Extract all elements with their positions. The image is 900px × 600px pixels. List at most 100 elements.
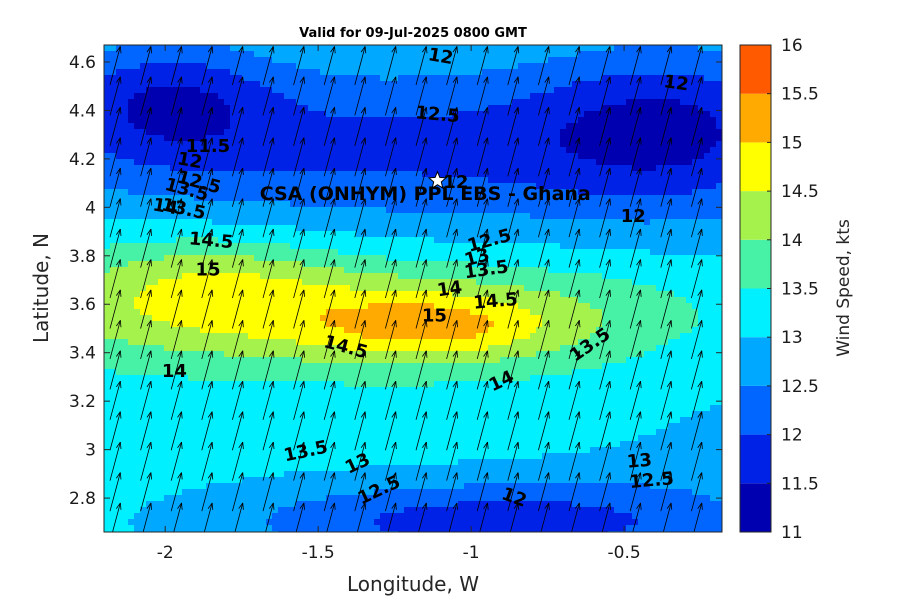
contour-cell (380, 225, 387, 232)
contour-cell (320, 297, 327, 304)
contour-cell (212, 309, 219, 316)
contour-cell (320, 123, 327, 130)
contour-cell (374, 201, 381, 208)
contour-cell (152, 141, 159, 148)
contour-cell (440, 435, 447, 442)
contour-cell (140, 57, 147, 64)
contour-cell (182, 465, 189, 472)
contour-cell (404, 423, 411, 430)
contour-cell (416, 111, 423, 118)
contour-cell (344, 225, 351, 232)
contour-cell (320, 63, 327, 70)
contour-cell (254, 189, 261, 196)
contour-cell (344, 525, 351, 532)
contour-cell (128, 135, 135, 142)
contour-cell (440, 225, 447, 232)
contour-cell (344, 243, 351, 250)
contour-cell (314, 465, 321, 472)
contour-cell (134, 279, 141, 286)
contour-cell (122, 405, 129, 412)
contour-cell (320, 141, 327, 148)
contour-cell (464, 315, 471, 322)
contour-cell (314, 207, 321, 214)
contour-cell (416, 297, 423, 304)
contour-cell (350, 381, 357, 388)
contour-cell (254, 213, 261, 220)
contour-cell (332, 393, 339, 400)
contour-cell (320, 207, 327, 214)
contour-cell (152, 213, 159, 220)
contour-cell (158, 135, 165, 142)
contour-cell (314, 441, 321, 448)
contour-cell (374, 81, 381, 88)
contour-cell (458, 267, 465, 274)
contour-cell (452, 363, 459, 370)
contour-cell (332, 285, 339, 292)
contour-cell (314, 477, 321, 484)
contour-cell (260, 117, 267, 124)
contour-cell (194, 111, 201, 118)
contour-cell (224, 381, 231, 388)
contour-cell (200, 399, 207, 406)
contour-cell (362, 111, 369, 118)
contour-cell (386, 435, 393, 442)
contour-cell (188, 447, 195, 454)
contour-cell (140, 165, 147, 172)
contour-cell (200, 255, 207, 262)
contour-cell (152, 93, 159, 100)
contour-cell (320, 291, 327, 298)
contour-cell (416, 381, 423, 388)
contour-cell (350, 51, 357, 58)
contour-cell (350, 459, 357, 466)
contour-cell (122, 261, 129, 268)
contour-cell (170, 51, 177, 58)
contour-cell (128, 75, 135, 82)
contour-cell (308, 513, 315, 520)
contour-cell (104, 297, 111, 304)
contour-cell (308, 345, 315, 352)
contour-cell (224, 177, 231, 184)
contour-cell (464, 135, 471, 142)
contour-cell (440, 285, 447, 292)
contour-cell (200, 297, 207, 304)
contour-cell (404, 87, 411, 94)
contour-cell (302, 279, 309, 286)
contour-cell (416, 411, 423, 418)
contour-cell (308, 333, 315, 340)
contour-cell (260, 381, 267, 388)
contour-cell (356, 273, 363, 280)
contour-cell (446, 63, 453, 70)
contour-cell (326, 141, 333, 148)
contour-cell (146, 123, 153, 130)
contour-cell (248, 369, 255, 376)
contour-cell (212, 159, 219, 166)
contour-cell (290, 465, 297, 472)
contour-cell (128, 201, 135, 208)
contour-cell (158, 75, 165, 82)
contour-cell (290, 369, 297, 376)
contour-cell (110, 141, 117, 148)
contour-cell (338, 219, 345, 226)
contour-cell (176, 453, 183, 460)
contour-cell (464, 345, 471, 352)
contour-cell (146, 363, 153, 370)
contour-cell (146, 135, 153, 142)
contour-cell (380, 51, 387, 58)
contour-cell (338, 309, 345, 316)
contour-cell (374, 513, 381, 520)
contour-cell (344, 339, 351, 346)
contour-cell (368, 471, 375, 478)
contour-cell (128, 489, 135, 496)
contour-cell (170, 183, 177, 190)
contour-cell (188, 195, 195, 202)
contour-cell (440, 453, 447, 460)
contour-cell (242, 501, 249, 508)
contour-cell (188, 237, 195, 244)
contour-cell (152, 465, 159, 472)
contour-cell (452, 351, 459, 358)
contour-cell (110, 51, 117, 58)
contour-cell (332, 177, 339, 184)
contour-cell (380, 117, 387, 124)
contour-cell (200, 405, 207, 412)
contour-cell (338, 477, 345, 484)
